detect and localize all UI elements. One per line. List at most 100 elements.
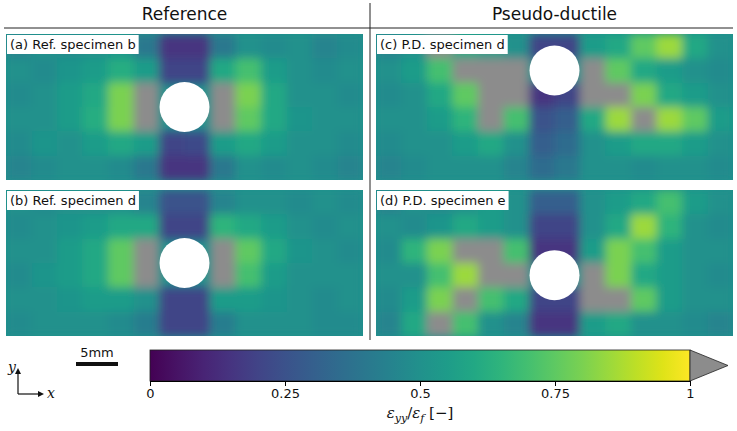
- cell: [236, 239, 262, 264]
- cell: [134, 312, 160, 336]
- tick: 0.25: [271, 381, 300, 401]
- cell: [504, 156, 530, 180]
- cell: [32, 239, 58, 264]
- cell: [606, 263, 632, 288]
- panel-label: (a) Ref. specimen b: [10, 37, 136, 52]
- cell: [287, 239, 313, 264]
- scale-bar-label: 5mm: [80, 345, 114, 360]
- cell: [682, 263, 708, 288]
- cell: [210, 312, 236, 336]
- cell: [682, 131, 708, 156]
- cell: [83, 214, 109, 239]
- cell: [478, 312, 504, 336]
- cell: [606, 214, 632, 239]
- arrow-head: [38, 391, 44, 397]
- cell: [236, 190, 262, 215]
- cell: [606, 287, 632, 312]
- cell: [134, 107, 160, 132]
- cell: [134, 239, 160, 264]
- hole: [160, 82, 210, 132]
- cell: [57, 287, 83, 312]
- cell: [478, 287, 504, 312]
- cell: [312, 34, 338, 59]
- cell: [504, 214, 530, 239]
- cell: [504, 58, 530, 83]
- cell: [236, 156, 262, 180]
- cell: [555, 214, 581, 239]
- plot-area: [6, 34, 363, 180]
- cell: [504, 107, 530, 132]
- cell: [6, 58, 32, 83]
- cell: [236, 34, 262, 59]
- cell: [210, 239, 236, 264]
- cell: [606, 131, 632, 156]
- cell: [555, 190, 581, 215]
- cell: [32, 312, 58, 336]
- cell: [6, 214, 32, 239]
- cell: [682, 107, 708, 132]
- cell: [580, 107, 606, 132]
- cell: [159, 58, 185, 83]
- cell: [236, 312, 262, 336]
- cell: [338, 107, 364, 132]
- cell: [57, 58, 83, 83]
- cell: [529, 190, 555, 215]
- cell: [312, 312, 338, 336]
- cell: [657, 287, 683, 312]
- cell: [210, 156, 236, 180]
- cell: [402, 58, 428, 83]
- cell: [402, 312, 428, 336]
- cell: [236, 287, 262, 312]
- cell: [453, 263, 479, 288]
- cell: [708, 190, 734, 215]
- cell: [338, 83, 364, 108]
- cell: [185, 287, 211, 312]
- cell: [261, 83, 287, 108]
- cell: [657, 239, 683, 264]
- cell: [376, 239, 402, 264]
- cell: [159, 214, 185, 239]
- cell: [631, 312, 657, 336]
- cell: [682, 190, 708, 215]
- cell: [83, 107, 109, 132]
- cell: [478, 239, 504, 264]
- cell: [6, 131, 32, 156]
- tick-label: 0.25: [271, 386, 300, 401]
- cell: [210, 107, 236, 132]
- cell: [606, 58, 632, 83]
- cell: [185, 190, 211, 215]
- cell: [108, 58, 134, 83]
- cell: [185, 214, 211, 239]
- cell: [606, 190, 632, 215]
- cell: [708, 156, 734, 180]
- cell: [6, 312, 32, 336]
- cell: [159, 287, 185, 312]
- colorbar-label: εyy/εf [−]: [387, 404, 454, 425]
- panel-label-box: [377, 35, 508, 54]
- cell: [338, 34, 364, 59]
- cell: [402, 239, 428, 264]
- cell: [261, 107, 287, 132]
- axis-arrow: [17, 372, 18, 394]
- cell: [682, 156, 708, 180]
- cell: [631, 58, 657, 83]
- cell: [427, 58, 453, 83]
- cell: [580, 263, 606, 288]
- cell: [261, 190, 287, 215]
- cell: [580, 131, 606, 156]
- cell: [478, 156, 504, 180]
- axes-glyph: yx: [7, 359, 55, 401]
- cell: [708, 312, 734, 336]
- cell: [606, 34, 632, 59]
- cell: [376, 287, 402, 312]
- strain-field: [6, 34, 363, 180]
- cell: [210, 34, 236, 59]
- cell: [555, 156, 581, 180]
- cell: [631, 107, 657, 132]
- cell: [529, 156, 555, 180]
- cell: [453, 131, 479, 156]
- cell: [312, 107, 338, 132]
- plot-area: [376, 34, 733, 180]
- cell: [312, 83, 338, 108]
- tick-label: 0.75: [541, 386, 570, 401]
